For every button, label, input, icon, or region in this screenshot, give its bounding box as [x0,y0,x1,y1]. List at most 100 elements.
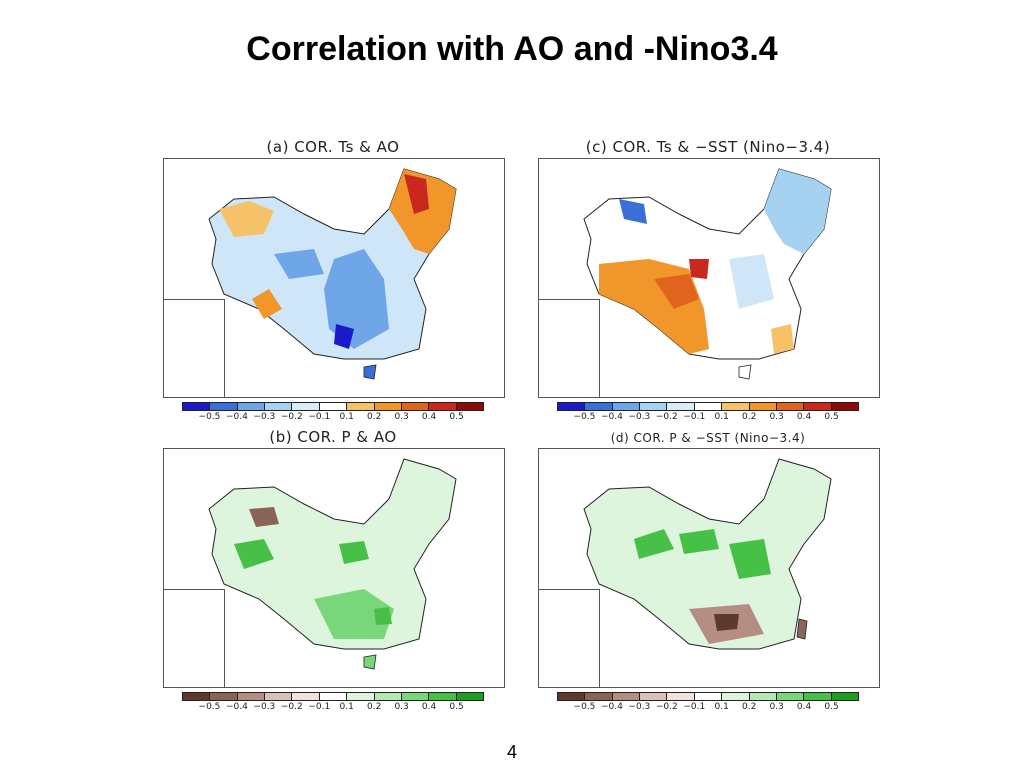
legend-swatch [612,403,641,410]
legend-swatch [722,693,750,700]
legend-tick-label: 0.4 [421,412,437,422]
legend-swatch [401,403,430,410]
legend-swatch [374,403,402,410]
legend-d-colorbar [557,692,859,701]
legend-a: −0.5 −0.4 −0.3 −0.2 −0.1 0.1 0.2 0.3 0.4 0.5 [182,402,484,426]
legend-tick-label: 0.4 [421,702,437,712]
legend-tick-label: 0.3 [394,412,409,422]
legend-swatch [694,403,723,410]
legend-tick-label: 0.4 [796,702,812,712]
legend-swatch [776,693,805,700]
legend-swatch [183,693,211,700]
legend-tick-label: 0.5 [449,412,464,422]
map-panel-c [538,158,880,398]
china-map-ts-ao [208,168,457,380]
legend-swatch [429,693,457,700]
legend-tick-label: 0.2 [367,412,382,422]
legend-tick-label: −0.2 [655,702,678,712]
legend-swatch [456,693,483,700]
legend-swatch [640,403,668,410]
legend-tick-label: −0.5 [573,412,596,422]
legend-b: −0.5 −0.4 −0.3 −0.2 −0.1 0.1 0.2 0.3 0.4 0.5 [182,692,484,716]
legend-c-colorbar [557,402,859,411]
legend-tick-label: −0.4 [225,412,248,422]
legend-swatch [804,693,832,700]
legend-a-colorbar [182,402,484,411]
slide-title: Correlation with AO and -Nino3.4 [246,30,778,68]
legend-tick-label: −0.2 [280,702,303,712]
legend-tick-label: 0.2 [367,702,382,712]
china-map-p-nino [583,458,832,650]
legend-swatch [210,693,238,700]
inset-map-b [164,589,225,687]
legend-tick-label: −0.1 [308,412,331,422]
legend-tick-label: 0.2 [742,412,757,422]
legend-swatch [210,403,238,410]
legend-tick-label: −0.2 [655,412,678,422]
legend-d-ticks: −0.5 −0.4 −0.3 −0.2 −0.1 0.1 0.2 0.3 0.4 0.5 [557,702,859,716]
legend-swatch [347,693,375,700]
legend-swatch [292,403,320,410]
legend-swatch [667,403,695,410]
legend-swatch [612,693,641,700]
legend-tick-label: 0.3 [769,702,784,712]
legend-tick-label: −0.2 [280,412,303,422]
legend-swatch [749,403,777,410]
legend-tick-label: −0.4 [225,702,248,712]
legend-swatch [585,693,613,700]
legend-c: −0.5 −0.4 −0.3 −0.2 −0.1 0.1 0.2 0.3 0.4 0.5 [557,402,859,426]
legend-swatch [585,403,613,410]
legend-swatch [456,403,483,410]
map-panel-b [163,448,505,688]
legend-swatch [722,403,750,410]
legend-tick-label: 0.5 [824,412,839,422]
legend-tick-label: 0.1 [714,702,729,712]
legend-swatch [183,403,211,410]
legend-swatch [429,403,457,410]
map-panel-a [163,158,505,398]
panel-d-title: (d) COR. P & −SST (Nino−3.4) [610,431,806,445]
legend-swatch [374,693,402,700]
legend-tick-label: −0.3 [628,702,651,712]
legend-swatch [558,403,586,410]
legend-swatch [237,693,266,700]
legend-c-ticks: −0.5 −0.4 −0.3 −0.2 −0.1 0.1 0.2 0.3 0.4 0.5 [557,412,859,426]
legend-tick-label: −0.1 [683,702,706,712]
china-map-p-ao [208,458,457,670]
map-panel-d [538,448,880,688]
legend-tick-label: 0.1 [339,412,354,422]
legend-tick-label: 0.4 [796,412,812,422]
legend-tick-label: −0.1 [683,412,706,422]
legend-swatch [804,403,832,410]
legend-b-colorbar [182,692,484,701]
legend-tick-label: −0.3 [628,412,651,422]
legend-d: −0.5 −0.4 −0.3 −0.2 −0.1 0.1 0.2 0.3 0.4 0.5 [557,692,859,716]
legend-swatch [401,693,430,700]
legend-swatch [292,693,320,700]
legend-swatch [749,693,777,700]
legend-b-ticks: −0.5 −0.4 −0.3 −0.2 −0.1 0.1 0.2 0.3 0.4 0.5 [182,702,484,716]
legend-tick-label: 0.5 [449,702,464,712]
legend-tick-label: −0.1 [308,702,331,712]
legend-swatch [640,693,668,700]
legend-a-ticks: −0.5 −0.4 −0.3 −0.2 −0.1 0.1 0.2 0.3 0.4 0.5 [182,412,484,426]
panel-b-title: (b) COR. P & AO [269,428,397,446]
legend-tick-label: −0.3 [253,702,276,712]
legend-swatch [694,693,723,700]
legend-swatch [558,693,586,700]
legend-swatch [319,403,348,410]
inset-map-c [539,299,600,397]
legend-tick-label: −0.4 [600,412,623,422]
legend-swatch [831,403,858,410]
legend-swatch [831,693,858,700]
legend-swatch [667,693,695,700]
legend-tick-label: 0.1 [339,702,354,712]
legend-swatch [319,693,348,700]
inset-map-a [164,299,225,397]
legend-tick-label: 0.3 [769,412,784,422]
legend-tick-label: −0.5 [198,702,221,712]
legend-tick-label: −0.5 [198,412,221,422]
legend-swatch [347,403,375,410]
legend-tick-label: −0.3 [253,412,276,422]
legend-tick-label: 0.3 [394,702,409,712]
